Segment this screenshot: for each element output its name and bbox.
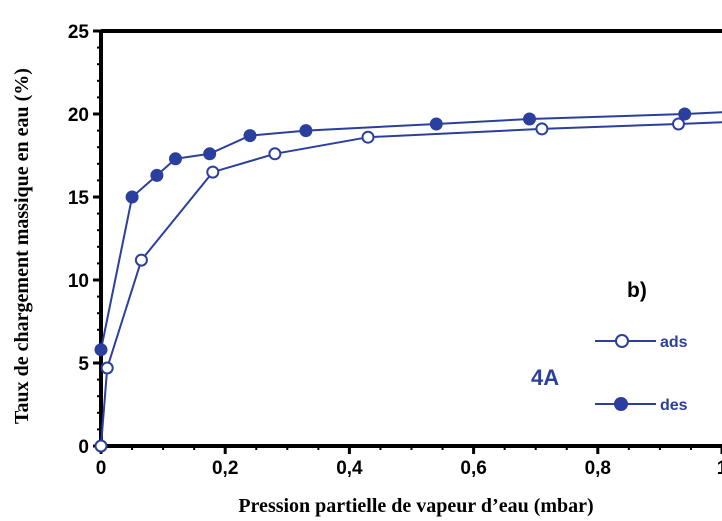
data-point-des bbox=[243, 129, 257, 143]
data-point-des bbox=[94, 343, 108, 357]
data-point-des bbox=[169, 152, 182, 166]
axes: 0 5 10 15 20 25 0 0,2 0,4 0,6 0,8 1 bbox=[68, 22, 722, 479]
data-point-ads bbox=[268, 147, 282, 161]
legend: ads des bbox=[595, 334, 688, 414]
data-point-ads bbox=[94, 439, 108, 453]
series-layer bbox=[94, 107, 722, 453]
legend-entry-ads: ads bbox=[595, 334, 688, 351]
y-tick-label: 10 bbox=[68, 271, 89, 292]
data-point-ads bbox=[361, 130, 375, 144]
data-point-des bbox=[299, 124, 313, 138]
data-point-ads bbox=[672, 117, 685, 131]
legend-label-des: des bbox=[660, 397, 688, 414]
y-tick-label: 5 bbox=[78, 354, 89, 375]
panel-label: b) bbox=[627, 279, 647, 302]
ticks: 0 5 10 15 20 25 0 0,2 0,4 0,6 0,8 1 bbox=[68, 22, 722, 479]
x-tick-label: 0,2 bbox=[212, 458, 238, 479]
series-line-des bbox=[100, 111, 722, 350]
y-tick-label: 20 bbox=[68, 105, 89, 126]
data-point-ads bbox=[100, 361, 114, 375]
x-axis-title: Pression partielle de vapeur d’eau (mbar… bbox=[238, 495, 593, 517]
legend-marker-ads bbox=[615, 334, 629, 348]
x-tick-label: 0,6 bbox=[460, 458, 486, 479]
data-point-des bbox=[203, 147, 217, 161]
y-tick-label: 15 bbox=[68, 188, 90, 209]
data-point-des bbox=[678, 107, 692, 121]
data-point-des bbox=[125, 190, 139, 204]
y-tick-label: 25 bbox=[68, 22, 90, 43]
legend-marker-des bbox=[614, 397, 628, 411]
series-ads bbox=[94, 117, 722, 453]
data-point-des bbox=[429, 117, 443, 131]
series-des bbox=[94, 107, 722, 357]
data-point-des bbox=[150, 168, 164, 182]
y-axis-title: Taux de chargement massique en eau (%) bbox=[11, 68, 33, 424]
legend-entry-des: des bbox=[595, 397, 688, 414]
data-point-ads bbox=[206, 165, 220, 179]
x-tick-label: 1 bbox=[717, 458, 722, 479]
data-point-ads bbox=[134, 253, 148, 267]
x-tick-label: 0,8 bbox=[585, 458, 611, 479]
material-label: 4A bbox=[531, 365, 559, 390]
data-point-ads bbox=[535, 122, 549, 136]
y-tick-label: 0 bbox=[78, 437, 89, 458]
x-tick-label: 0 bbox=[96, 458, 107, 479]
data-point-des bbox=[523, 112, 536, 126]
legend-label-ads: ads bbox=[660, 334, 688, 351]
x-tick-label: 0,4 bbox=[336, 458, 363, 479]
